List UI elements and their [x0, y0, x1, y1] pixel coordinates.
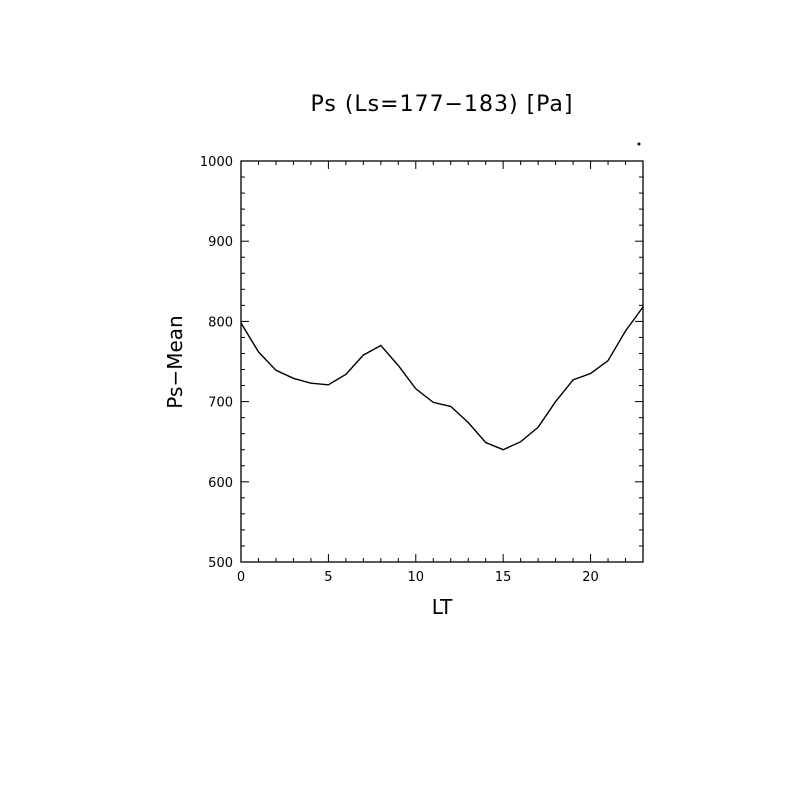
y-tick-label: 600 — [208, 476, 233, 491]
y-tick-label: 800 — [208, 315, 233, 330]
x-tick-label: 20 — [582, 570, 599, 585]
y-tick-label: 900 — [208, 235, 233, 250]
plot-frame — [240, 160, 644, 563]
y-tick-label: 700 — [208, 396, 233, 411]
chart-title: Ps (Ls=177−183) [Pa] — [311, 92, 574, 117]
x-tick-label: 15 — [495, 570, 512, 585]
axis-ticks — [240, 160, 644, 563]
x-axis-title: LT — [432, 595, 453, 619]
x-tick-label: 10 — [408, 570, 425, 585]
y-tick-label: 1000 — [200, 155, 233, 170]
series-line — [240, 306, 644, 451]
axis-tick-labels: 0 5 10 15 20 500 600 700 800 900 1000 — [200, 155, 599, 585]
x-tick-label: 5 — [324, 570, 332, 585]
corner-mark — [637, 142, 641, 146]
y-tick-label: 500 — [208, 556, 233, 571]
x-tick-label: 0 — [237, 570, 245, 585]
y-axis-title: Ps−Mean — [163, 315, 187, 408]
